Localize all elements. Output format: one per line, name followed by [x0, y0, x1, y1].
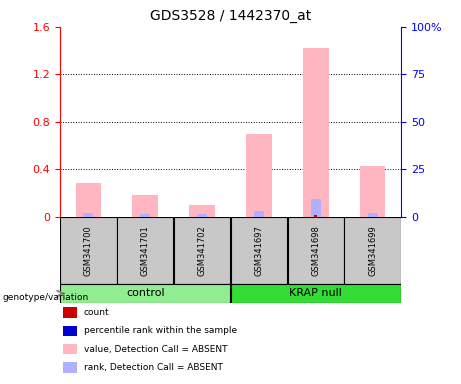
Bar [63, 307, 77, 318]
Text: GSM341699: GSM341699 [368, 225, 377, 276]
FancyBboxPatch shape [288, 217, 344, 284]
Bar [314, 215, 318, 217]
Bar [189, 205, 215, 217]
Bar [63, 326, 77, 336]
Text: percentile rank within the sample: percentile rank within the sample [84, 326, 237, 335]
Bar [303, 48, 329, 217]
Text: KRAP null: KRAP null [290, 288, 342, 298]
Bar [140, 214, 150, 217]
Bar [360, 166, 385, 217]
Text: value, Detection Call = ABSENT: value, Detection Call = ABSENT [84, 345, 227, 354]
Text: GSM341697: GSM341697 [254, 225, 263, 276]
Bar [76, 184, 101, 217]
Text: GSM341698: GSM341698 [311, 225, 320, 276]
Text: genotype/variation: genotype/variation [2, 293, 89, 302]
FancyBboxPatch shape [344, 217, 401, 284]
Bar [83, 213, 94, 217]
FancyBboxPatch shape [231, 217, 287, 284]
Text: rank, Detection Call = ABSENT: rank, Detection Call = ABSENT [84, 363, 223, 372]
Bar [246, 134, 272, 217]
Text: count: count [84, 308, 109, 317]
Bar [63, 344, 77, 354]
Text: control: control [126, 288, 165, 298]
FancyBboxPatch shape [231, 284, 401, 303]
Bar [311, 199, 321, 217]
FancyBboxPatch shape [174, 217, 230, 284]
FancyBboxPatch shape [60, 217, 117, 284]
Text: GSM341700: GSM341700 [84, 225, 93, 276]
Title: GDS3528 / 1442370_at: GDS3528 / 1442370_at [150, 9, 311, 23]
Bar [367, 213, 378, 217]
Bar [63, 362, 77, 372]
Bar [197, 214, 207, 217]
Text: GSM341702: GSM341702 [198, 225, 207, 276]
Text: GSM341701: GSM341701 [141, 225, 150, 276]
FancyBboxPatch shape [60, 284, 230, 303]
FancyBboxPatch shape [117, 217, 173, 284]
Bar [254, 211, 264, 217]
Bar [132, 195, 158, 217]
